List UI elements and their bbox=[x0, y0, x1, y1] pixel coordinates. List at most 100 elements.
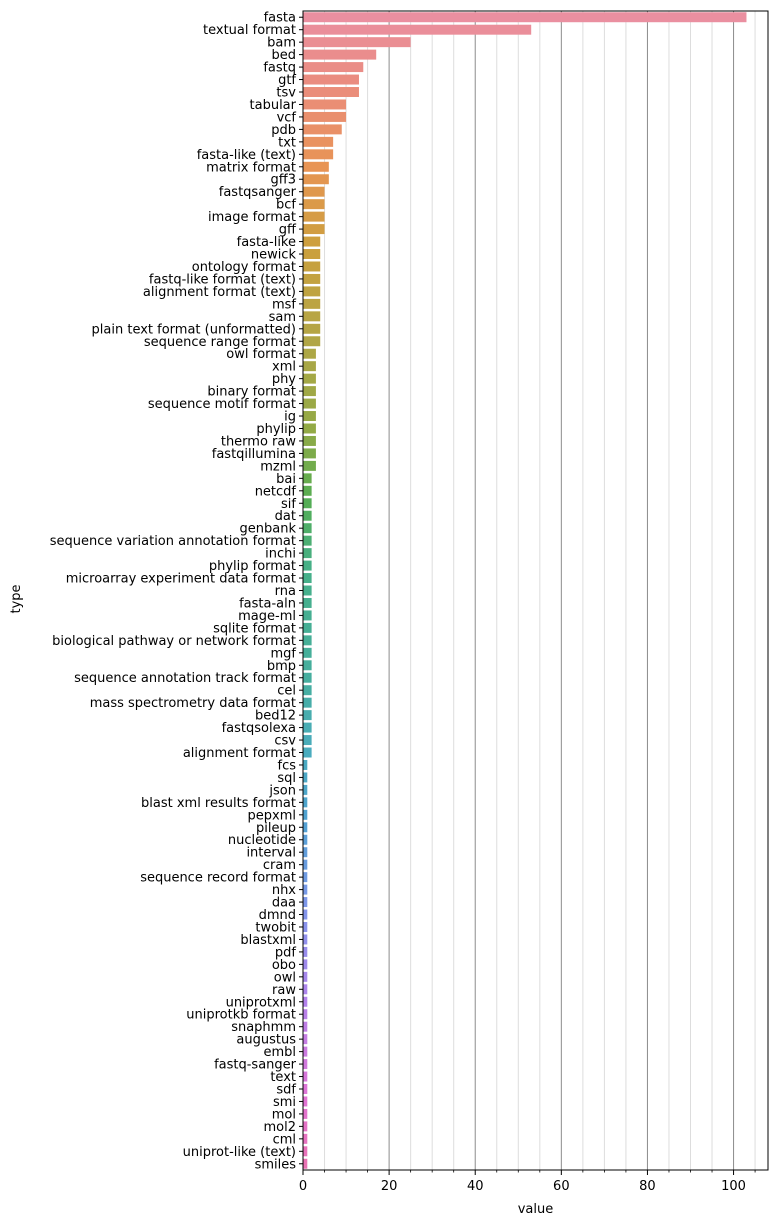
y-tick-label: snaphmm bbox=[231, 1020, 296, 1035]
bar bbox=[303, 597, 312, 608]
bar bbox=[303, 448, 316, 459]
y-tick-label: ig bbox=[284, 410, 296, 425]
bar bbox=[303, 784, 308, 795]
y-tick-label: msf bbox=[272, 297, 296, 312]
y-tick-label: smiles bbox=[255, 1157, 297, 1172]
y-tick-label: sequence record format bbox=[140, 871, 296, 886]
bar bbox=[303, 211, 325, 222]
bar bbox=[303, 635, 312, 646]
y-tick-label: mass spectrometry data format bbox=[90, 696, 296, 711]
bar bbox=[303, 959, 308, 970]
y-tick-label: fasta-like (text) bbox=[197, 148, 296, 163]
y-tick-label: sequence range format bbox=[144, 335, 296, 350]
bar bbox=[303, 87, 359, 97]
y-tick-label: pdf bbox=[275, 945, 297, 960]
bar bbox=[303, 49, 377, 60]
y-tick-label: mol2 bbox=[264, 1120, 297, 1135]
bar bbox=[303, 1121, 308, 1132]
y-tick-label: mzml bbox=[260, 459, 296, 474]
bar bbox=[303, 361, 316, 372]
y-tick-label: tabular bbox=[250, 98, 297, 113]
bar bbox=[303, 1096, 308, 1107]
bar bbox=[303, 672, 312, 683]
y-tick-label: uniprotkb format bbox=[186, 1008, 296, 1023]
y-tick-label: binary format bbox=[207, 385, 296, 400]
bar bbox=[303, 897, 308, 908]
bar bbox=[303, 485, 312, 496]
bar bbox=[303, 822, 308, 833]
x-tick-label: 60 bbox=[553, 1179, 570, 1194]
y-tick-label: rna bbox=[275, 584, 296, 599]
y-tick-label: mage-ml bbox=[238, 609, 296, 624]
x-tick-label: 20 bbox=[381, 1179, 398, 1194]
y-tick-label: gff3 bbox=[271, 173, 296, 188]
bar bbox=[303, 585, 312, 596]
y-tick-label: thermo raw bbox=[221, 434, 297, 449]
plot-frame bbox=[302, 10, 769, 1171]
y-tick-label: nucleotide bbox=[228, 833, 296, 848]
y-tick-label: fastq bbox=[263, 61, 296, 76]
y-tick-label: smi bbox=[273, 1095, 296, 1110]
y-tick-label: bmp bbox=[267, 659, 296, 674]
y-tick-label: gff bbox=[279, 223, 297, 238]
y-tick-label: phy bbox=[272, 372, 296, 387]
bar bbox=[303, 660, 312, 671]
y-tick-label: fasta-aln bbox=[239, 596, 296, 611]
bar bbox=[303, 610, 312, 621]
y-tick-label: pepxml bbox=[248, 808, 296, 823]
bar bbox=[303, 236, 321, 247]
bar bbox=[303, 834, 308, 845]
bar bbox=[303, 697, 312, 708]
bar bbox=[303, 622, 312, 633]
bar bbox=[303, 199, 325, 210]
y-tick-label: microarray experiment data format bbox=[66, 572, 296, 587]
bar bbox=[303, 186, 325, 197]
bar bbox=[303, 124, 342, 135]
bar bbox=[303, 859, 308, 870]
y-tick-label: daa bbox=[272, 896, 296, 911]
bar bbox=[303, 12, 747, 23]
y-tick-label: bam bbox=[267, 36, 296, 51]
bar bbox=[303, 1146, 308, 1157]
bar bbox=[303, 573, 312, 584]
y-tick-label: inchi bbox=[265, 547, 296, 562]
y-tick-label: csv bbox=[274, 734, 296, 749]
x-tick-label: 40 bbox=[467, 1179, 484, 1194]
bar bbox=[303, 311, 321, 322]
bar bbox=[303, 37, 411, 48]
bar bbox=[303, 747, 312, 758]
y-tick-label: fastqillumina bbox=[212, 447, 296, 462]
y-tick-label: raw bbox=[272, 983, 296, 998]
y-tick-label: plain text format (unformatted) bbox=[92, 322, 296, 337]
bar bbox=[303, 473, 312, 484]
bar bbox=[303, 62, 364, 73]
y-tick-label: json bbox=[268, 783, 296, 798]
y-tick-label: biological pathway or network format bbox=[52, 634, 296, 649]
y-tick-label: tsv bbox=[276, 86, 296, 101]
y-tick-label: bcf bbox=[276, 198, 296, 213]
bar bbox=[303, 111, 347, 122]
y-tick-label: txt bbox=[278, 135, 296, 150]
bar bbox=[303, 1021, 308, 1032]
y-tick-label: nhx bbox=[272, 883, 296, 898]
y-tick-label: fastqsanger bbox=[219, 185, 297, 200]
y-tick-label: blastxml bbox=[240, 933, 296, 948]
y-tick-label: ontology format bbox=[192, 260, 296, 275]
y-tick-label: cel bbox=[277, 684, 296, 699]
y-tick-label: fasta bbox=[264, 11, 296, 26]
y-tick-label: vcf bbox=[277, 110, 297, 125]
y-tick-label: genbank bbox=[240, 522, 297, 537]
bar bbox=[303, 1133, 308, 1144]
y-tick-label: text bbox=[270, 1070, 296, 1085]
bar bbox=[303, 286, 321, 297]
bar bbox=[303, 759, 308, 770]
bar bbox=[303, 498, 312, 509]
bar bbox=[303, 872, 308, 883]
y-tick-label: phylip format bbox=[209, 559, 296, 574]
bar bbox=[303, 884, 308, 895]
y-tick-label: alignment format (text) bbox=[143, 285, 296, 300]
y-tick-label: interval bbox=[246, 846, 296, 861]
y-tick-label: embl bbox=[263, 1045, 296, 1060]
